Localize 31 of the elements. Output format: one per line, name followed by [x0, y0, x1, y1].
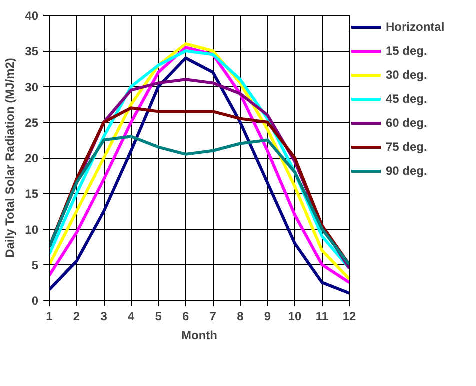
legend-label: 90 deg. — [386, 164, 428, 178]
x-tick-label: 12 — [342, 310, 356, 324]
x-tick-label: 6 — [182, 310, 190, 324]
x-axis-title: Month — [182, 328, 218, 342]
x-tick-label: 7 — [210, 310, 217, 324]
line-series — [50, 135, 350, 266]
y-axis-title: Daily Total Solar Radiation (MJ/m2) — [3, 58, 18, 258]
y-tick-label: 0 — [32, 294, 39, 308]
legend-label: 75 deg. — [386, 140, 428, 154]
y-tick-label: 20 — [25, 152, 39, 166]
x-tick-label: 4 — [128, 310, 135, 324]
y-tick-label: 30 — [25, 80, 39, 94]
x-tick-label: 9 — [264, 310, 272, 324]
y-tick-label: 35 — [25, 44, 39, 59]
legend-label: 30 deg. — [386, 68, 428, 82]
x-tick-label: 11 — [316, 310, 329, 324]
legend-label: 60 deg. — [386, 116, 428, 130]
x-tick-label: 1 — [46, 310, 54, 324]
y-tick-label: 25 — [25, 116, 39, 130]
x-tick-label: 2 — [73, 310, 80, 324]
y-tick-label: 15 — [25, 187, 39, 202]
x-tick-label: 8 — [237, 310, 244, 324]
legend-label: Horizontal — [386, 20, 445, 34]
x-tick-label: 10 — [288, 310, 302, 324]
x-tick-label: 3 — [100, 310, 108, 324]
y-tick-label: 10 — [25, 222, 39, 237]
legend-label: 15 deg. — [386, 44, 428, 58]
x-tick-label: 5 — [155, 310, 162, 324]
y-tick-label: 5 — [32, 258, 39, 272]
legend-label: 45 deg. — [386, 92, 428, 106]
y-tick-label: 40 — [25, 9, 39, 23]
